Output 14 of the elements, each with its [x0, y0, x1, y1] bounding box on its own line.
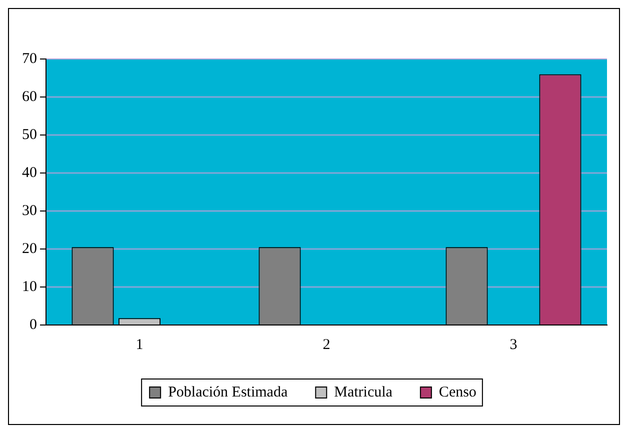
legend-label: Censo — [438, 384, 476, 400]
x-tick-label: 1 — [136, 336, 144, 353]
y-tick-label: 60 — [22, 88, 37, 105]
legend-label: Matricula — [334, 384, 393, 400]
legend-label: Población Estimada — [168, 384, 288, 400]
y-tick-label: 10 — [22, 278, 37, 295]
y-tick-label: 40 — [22, 164, 37, 181]
y-tick-label: 70 — [22, 50, 37, 67]
y-tick-label: 30 — [22, 202, 37, 219]
x-tick-label: 3 — [510, 336, 518, 353]
x-tick-label: 2 — [322, 336, 330, 353]
y-tick-label: 0 — [30, 316, 37, 333]
y-tick-label: 50 — [22, 126, 37, 143]
y-tick-label: 20 — [22, 240, 37, 257]
